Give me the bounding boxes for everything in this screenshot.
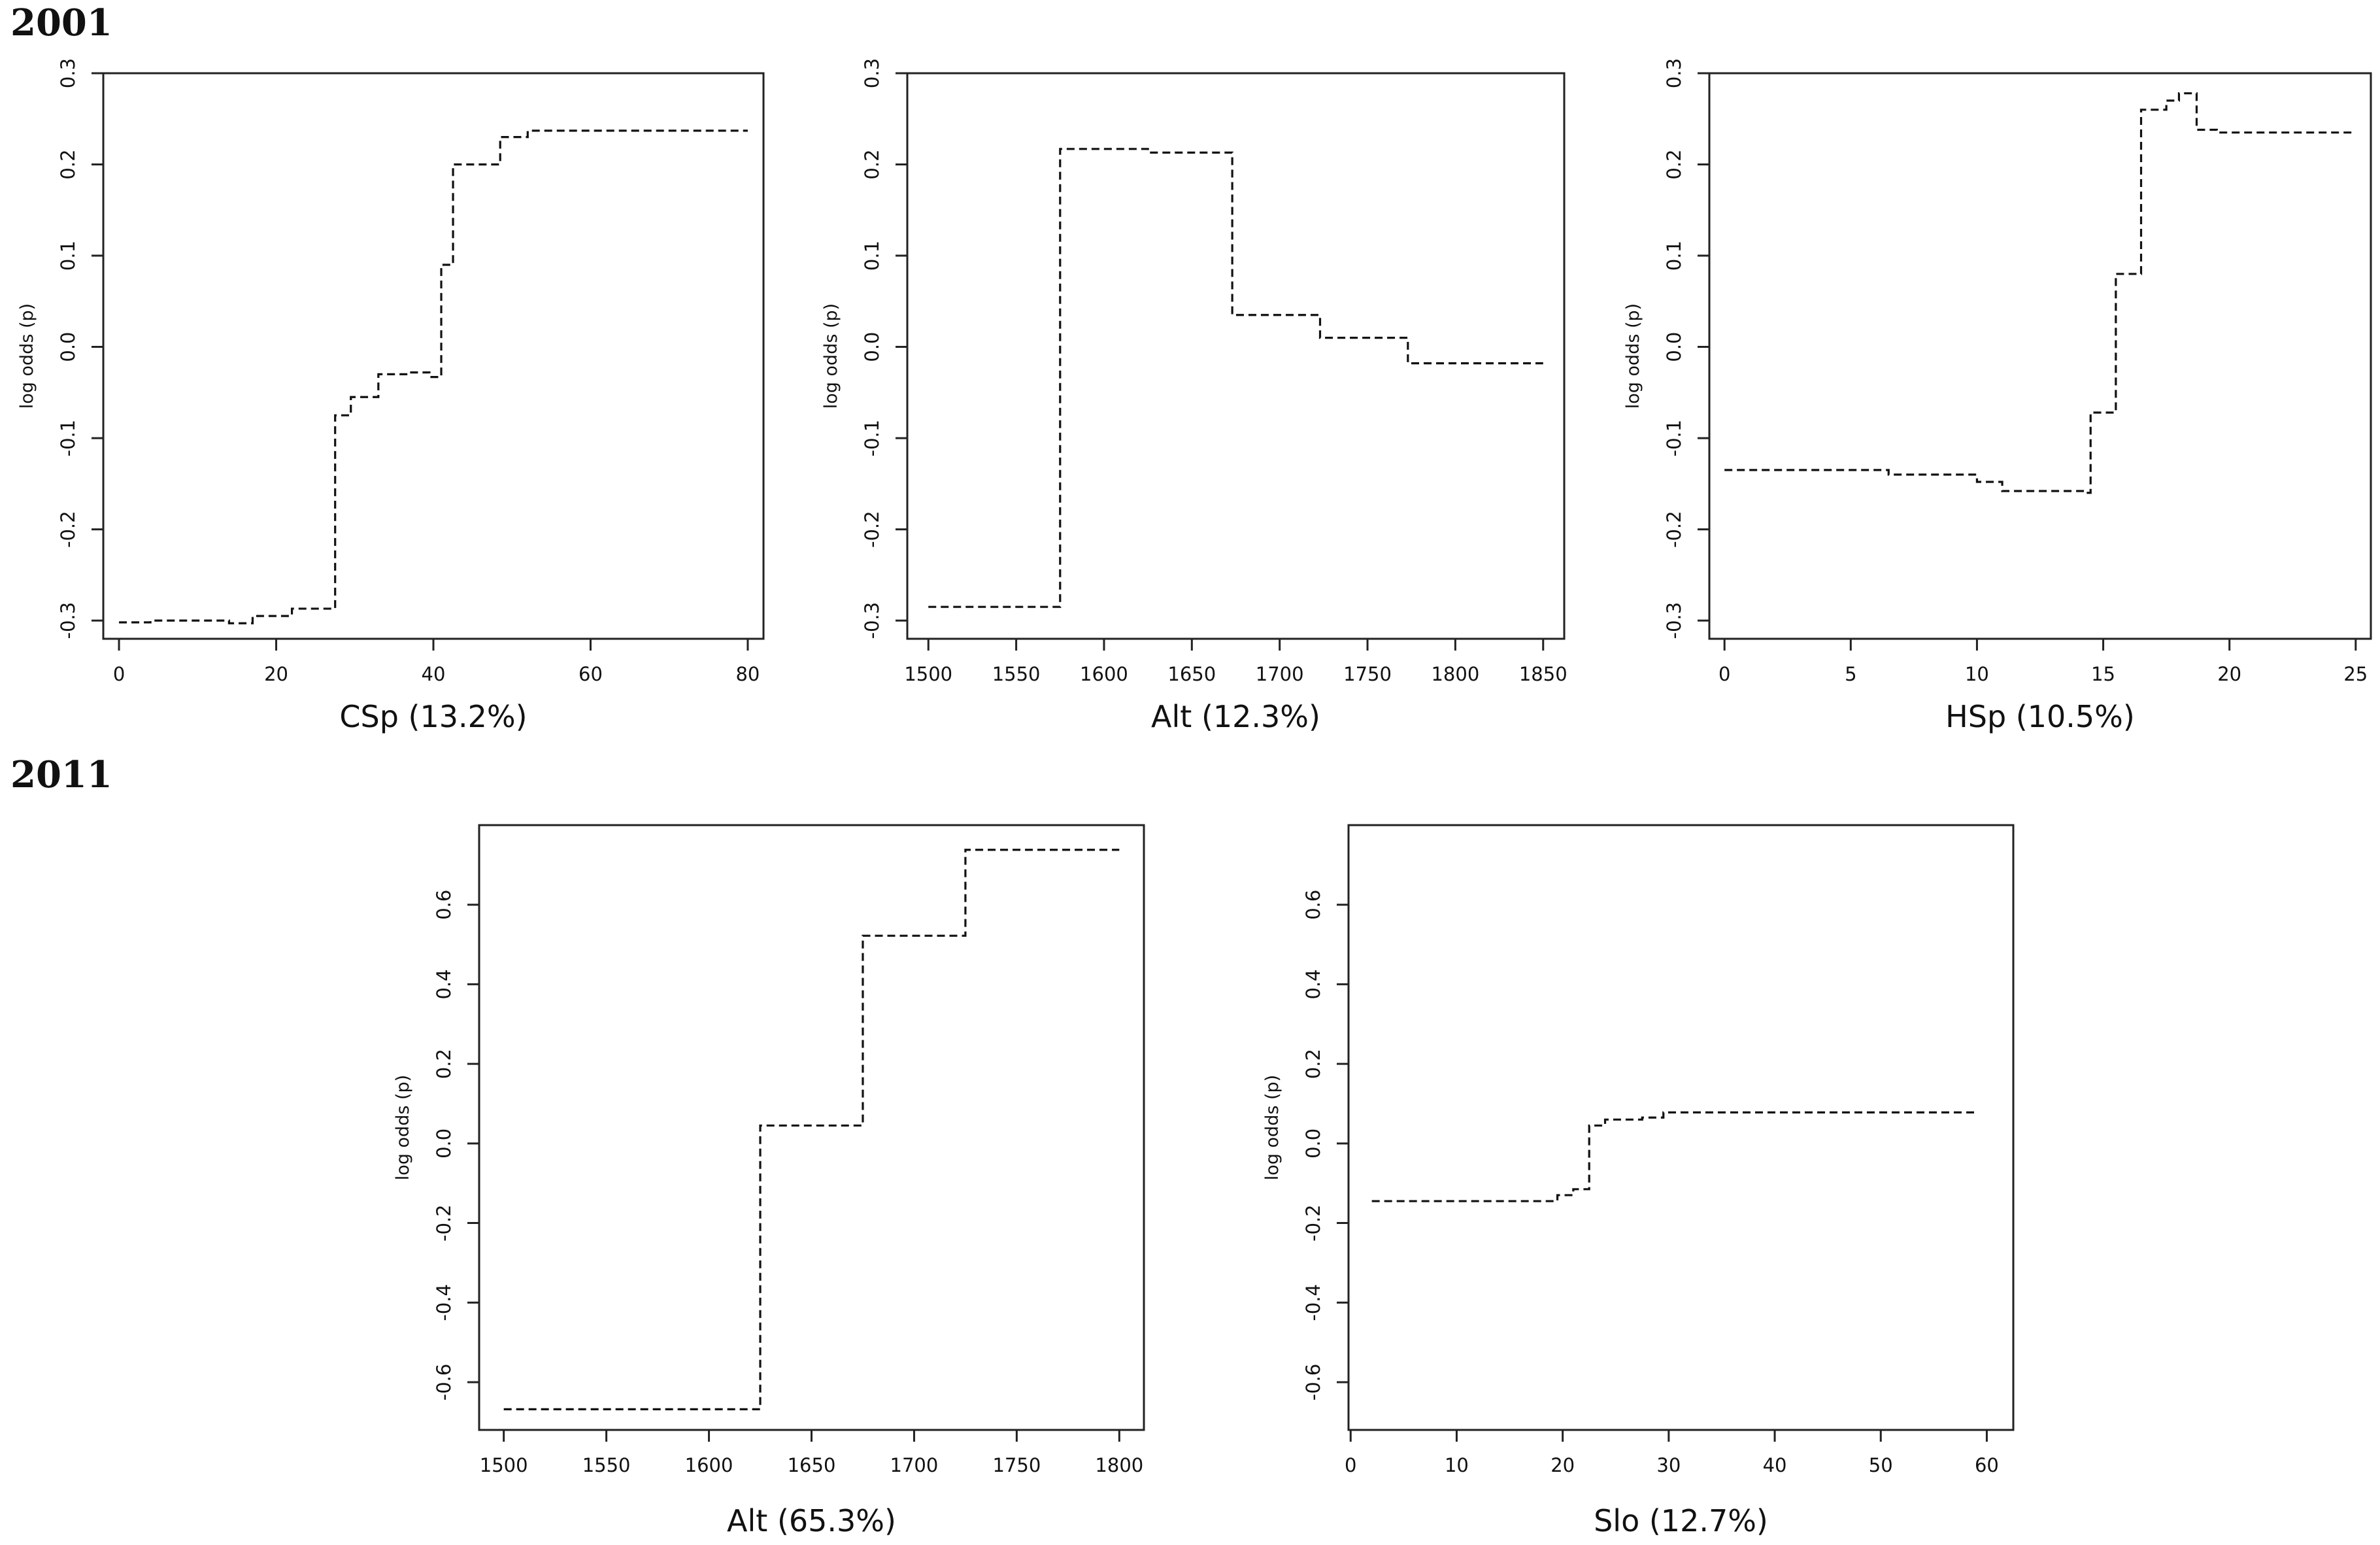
y-tick-label: 0.2 <box>433 1049 455 1079</box>
y-tick-label: 0.1 <box>861 241 883 271</box>
y-tick-label: -0.3 <box>57 602 79 639</box>
x-tick-label: 20 <box>1550 1454 1575 1476</box>
x-axis-label: Slo (12.7%) <box>1594 1503 1768 1538</box>
plot-frame <box>1347 824 2015 1431</box>
y-tick-label: -0.2 <box>1302 1204 1324 1242</box>
x-tick-label: 60 <box>578 663 603 685</box>
series-line-1 <box>928 148 1543 608</box>
x-tick-label: 1650 <box>788 1454 836 1476</box>
y-tick-label: 0.6 <box>1302 890 1324 920</box>
chart-panel-3: 0 5 10 15 20 25 -0.3 -0.2 -0.1 0.0 0.1 0.2 0.3 log od… <box>1623 58 2372 734</box>
y-tick-label: 0.4 <box>1302 969 1324 999</box>
plot-frame <box>906 72 1566 640</box>
x-tick-label: 1800 <box>1431 663 1479 685</box>
x-tick-label: 30 <box>1656 1454 1681 1476</box>
plot-frame <box>102 72 765 640</box>
y-tick-label: 0.0 <box>433 1129 455 1159</box>
y-tick-label: 0.3 <box>861 58 883 88</box>
y-tick-label: -0.1 <box>57 420 79 457</box>
y-tick-label: -0.1 <box>1663 420 1685 457</box>
x-tick-label: 25 <box>2343 663 2368 685</box>
y-tick-label: -0.6 <box>1302 1364 1324 1401</box>
y-tick-label: 0.4 <box>433 969 455 999</box>
x-tick-label: 1500 <box>480 1454 528 1476</box>
chart-panel-4: 1500 1550 1600 1650 1700 1750 1800 -0.6 -0.4 -0.2… <box>393 824 1145 1538</box>
chart-panel-5: 0 10 20 30 40 50 60 -0.6 -0.4 -0.2 0.0 0.2 0.4 0.6 log… <box>1262 824 2015 1538</box>
y-tick-label: -0.4 <box>1302 1284 1324 1321</box>
y-tick-label: 0.0 <box>1302 1129 1324 1159</box>
x-tick-label: 0 <box>1345 1454 1356 1476</box>
y-tick-label: -0.4 <box>433 1284 455 1321</box>
series-line-1 <box>1724 92 2356 494</box>
y-axis-label: log odds (p) <box>821 303 841 409</box>
y-tick-label: 0.3 <box>1663 58 1685 88</box>
x-tick-label: 1700 <box>1256 663 1304 685</box>
y-tick-label: 0.6 <box>433 890 455 920</box>
x-tick-label: 20 <box>2217 663 2241 685</box>
series-line-1 <box>1371 1111 1977 1202</box>
y-tick-label: -0.3 <box>861 602 883 639</box>
x-tick-label: 10 <box>1445 1454 1469 1476</box>
x-tick-label: 1500 <box>904 663 952 685</box>
y-axis-label: log odds (p) <box>1262 1075 1282 1180</box>
x-tick-label: 1550 <box>992 663 1041 685</box>
y-tick-label: -0.2 <box>861 511 883 548</box>
x-tick-label: 1850 <box>1519 663 1567 685</box>
x-tick-label: 10 <box>1965 663 1989 685</box>
y-tick-label: 0.0 <box>861 331 883 362</box>
x-tick-label: 1600 <box>685 1454 733 1476</box>
x-axis-label: HSp (10.5%) <box>1945 699 2135 734</box>
x-axis-label: CSp (13.2%) <box>339 699 527 734</box>
y-tick-label: 0.0 <box>1663 331 1685 362</box>
y-tick-label: 0.1 <box>57 241 79 271</box>
x-tick-label: 1750 <box>992 1454 1041 1476</box>
y-tick-label: 0.2 <box>57 149 79 179</box>
y-tick-label: 0.0 <box>57 331 79 362</box>
x-axis-label: Alt (65.3%) <box>727 1503 896 1538</box>
x-tick-label: 15 <box>2091 663 2115 685</box>
y-axis-label: log odds (p) <box>1623 303 1643 409</box>
y-tick-label: 0.1 <box>1663 241 1685 271</box>
y-tick-label: 0.2 <box>861 149 883 179</box>
x-tick-label: 5 <box>1845 663 1856 685</box>
series-line-1 <box>503 849 1120 1410</box>
y-tick-label: -0.3 <box>1663 602 1685 639</box>
y-tick-label: -0.1 <box>861 420 883 457</box>
x-tick-label: 1800 <box>1095 1454 1143 1476</box>
x-tick-label: 20 <box>264 663 288 685</box>
y-tick-label: -0.2 <box>57 511 79 548</box>
year-label-2001: 2001 <box>10 1 112 44</box>
x-tick-label: 40 <box>1763 1454 1787 1476</box>
y-tick-label: 0.2 <box>1302 1049 1324 1079</box>
y-axis-label: log odds (p) <box>17 303 37 409</box>
x-tick-label: 1550 <box>582 1454 631 1476</box>
plot-frame <box>478 824 1145 1431</box>
chart-panel-2: 1500 1550 1600 1650 1700 1750 1800 1850 -0.3 -0.2… <box>821 58 1567 734</box>
y-tick-label: 0.3 <box>57 58 79 88</box>
x-tick-label: 1700 <box>890 1454 939 1476</box>
y-tick-label: -0.2 <box>433 1204 455 1242</box>
x-tick-label: 60 <box>1975 1454 1999 1476</box>
x-tick-label: 1750 <box>1343 663 1392 685</box>
x-tick-label: 1650 <box>1167 663 1216 685</box>
y-tick-label: -0.2 <box>1663 511 1685 548</box>
x-tick-label: 80 <box>735 663 760 685</box>
year-label-2011: 2011 <box>10 753 112 796</box>
x-tick-label: 1600 <box>1080 663 1128 685</box>
x-tick-label: 40 <box>422 663 446 685</box>
x-axis-label: Alt (12.3%) <box>1151 699 1320 734</box>
x-tick-label: 50 <box>1869 1454 1893 1476</box>
y-axis-label: log odds (p) <box>393 1075 413 1180</box>
x-tick-label: 0 <box>113 663 125 685</box>
plot-frame <box>1708 72 2372 640</box>
series-line-1 <box>119 129 748 624</box>
x-tick-label: 0 <box>1718 663 1730 685</box>
y-tick-label: -0.6 <box>433 1364 455 1401</box>
chart-panel-1: 0 20 40 60 80 -0.3 -0.2 -0.1 0.0 0.1 0.2 0.3 log odd… <box>17 58 765 734</box>
y-tick-label: 0.2 <box>1663 149 1685 179</box>
